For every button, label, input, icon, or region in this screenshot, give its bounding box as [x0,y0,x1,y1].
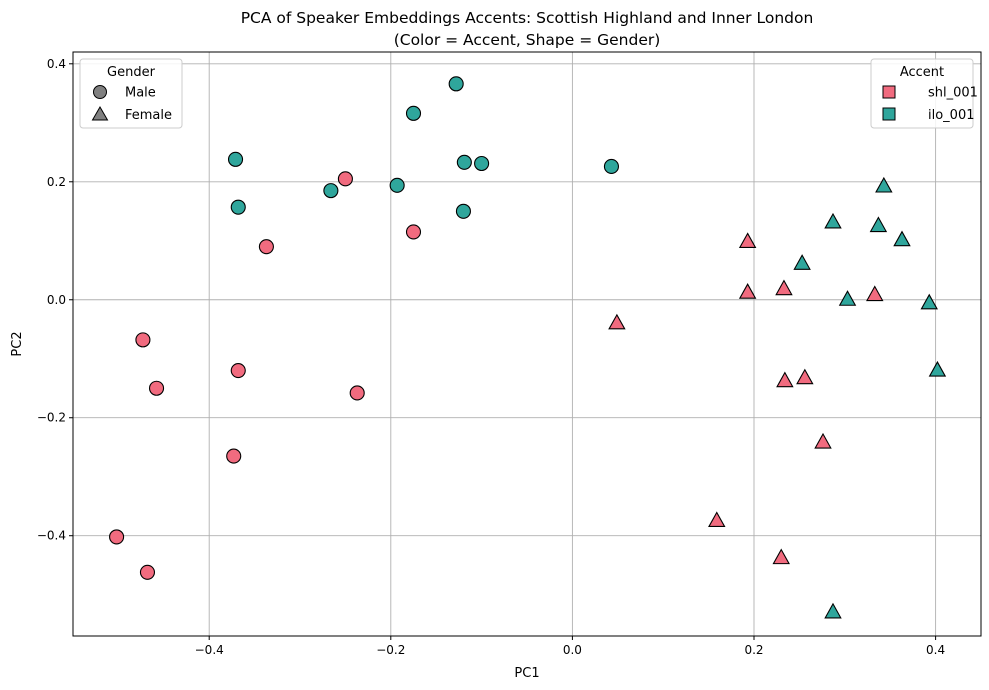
point-ilo_001-female [869,216,888,233]
point-shl_001-male [148,380,165,396]
point-shl_001-female [776,371,794,388]
point-shl_001-female [772,548,790,565]
point-shl_001-male [230,362,246,379]
point-ilo_001-female [875,176,893,193]
y-tick-label: −0.2 [37,411,66,425]
legend-shl-square-icon [882,85,896,99]
point-shl_001-female [738,283,757,299]
point-ilo_001-male [323,183,339,199]
accent-legend-title: Accent [900,65,944,80]
point-shl_001-female [866,285,884,302]
point-shl_001-female [608,313,626,330]
x-tick-label: −0.4 [195,643,224,657]
point-shl_001-male [405,224,422,240]
axis-ticks: −0.4 −0.2 0.0 0.2 0.4 −0.4 −0.2 0.0 0.2 0.4 [37,57,945,657]
point-ilo_001-female [928,360,947,377]
point-shl_001-male [226,448,242,464]
point-ilo_001-male [448,76,464,92]
y-tick-label: 0.2 [47,175,66,189]
legend-shl-label: shl_001 [928,86,978,101]
y-axis-label: PC2 [10,331,25,356]
point-shl_001-male [139,564,156,580]
point-ilo_001-male [227,151,244,167]
point-ilo_001-female [838,290,857,306]
point-shl_001-male [258,239,274,255]
point-shl_001-male [349,385,365,401]
x-tick-label: 0.4 [926,643,945,657]
legend-ilo-square-icon [882,107,896,121]
point-ilo_001-female [920,293,938,310]
point-ilo_001-male [389,177,405,193]
point-shl_001-female [738,232,757,248]
y-tick-label: 0.4 [47,57,66,71]
x-tick-label: 0.0 [563,643,582,657]
accent-legend-box [870,58,974,129]
legend-male-label: Male [125,86,156,101]
point-shl_001-male [109,529,125,545]
point-ilo_001-female [824,212,842,229]
point-ilo_001-male [455,203,471,219]
legend-male-circle-icon [93,85,107,99]
point-ilo_001-female [893,230,911,247]
point-ilo_001-male [456,154,472,170]
x-tick-label: −0.2 [376,643,405,657]
point-ilo_001-male [230,199,246,215]
point-ilo_001-female [824,602,842,619]
x-axis-label: PC1 [514,666,539,681]
point-shl_001-male [337,171,353,187]
chart-subtitle: (Color = Accent, Shape = Gender) [394,31,661,49]
legend-ilo-label: ilo_001 [928,108,975,123]
point-ilo_001-male [603,158,619,174]
x-tick-label: 0.2 [744,643,763,657]
y-tick-label: −0.4 [37,529,66,543]
point-shl_001-female [796,368,814,385]
legend-female-triangle-icon [91,105,109,121]
gender-legend-title: Gender [107,65,156,80]
gender-legend-box [79,58,183,129]
plot-area-frame [72,51,982,637]
chart-title: PCA of Speaker Embeddings Accents: Scott… [241,9,814,27]
grid-lines [73,52,981,636]
legend-female-label: Female [125,108,172,123]
accent-legend: Accent shl_001 ilo_001 [870,58,978,129]
point-ilo_001-male [474,155,490,172]
point-shl_001-male [135,332,151,348]
point-shl_001-female [708,511,726,528]
point-ilo_001-female [793,254,811,270]
point-ilo_001-male [405,105,422,121]
point-shl_001-female [775,279,793,296]
gender-legend: Gender Male Female [79,58,183,129]
y-tick-label: 0.0 [47,293,66,307]
data-points [109,76,947,619]
point-shl_001-female [814,432,832,449]
